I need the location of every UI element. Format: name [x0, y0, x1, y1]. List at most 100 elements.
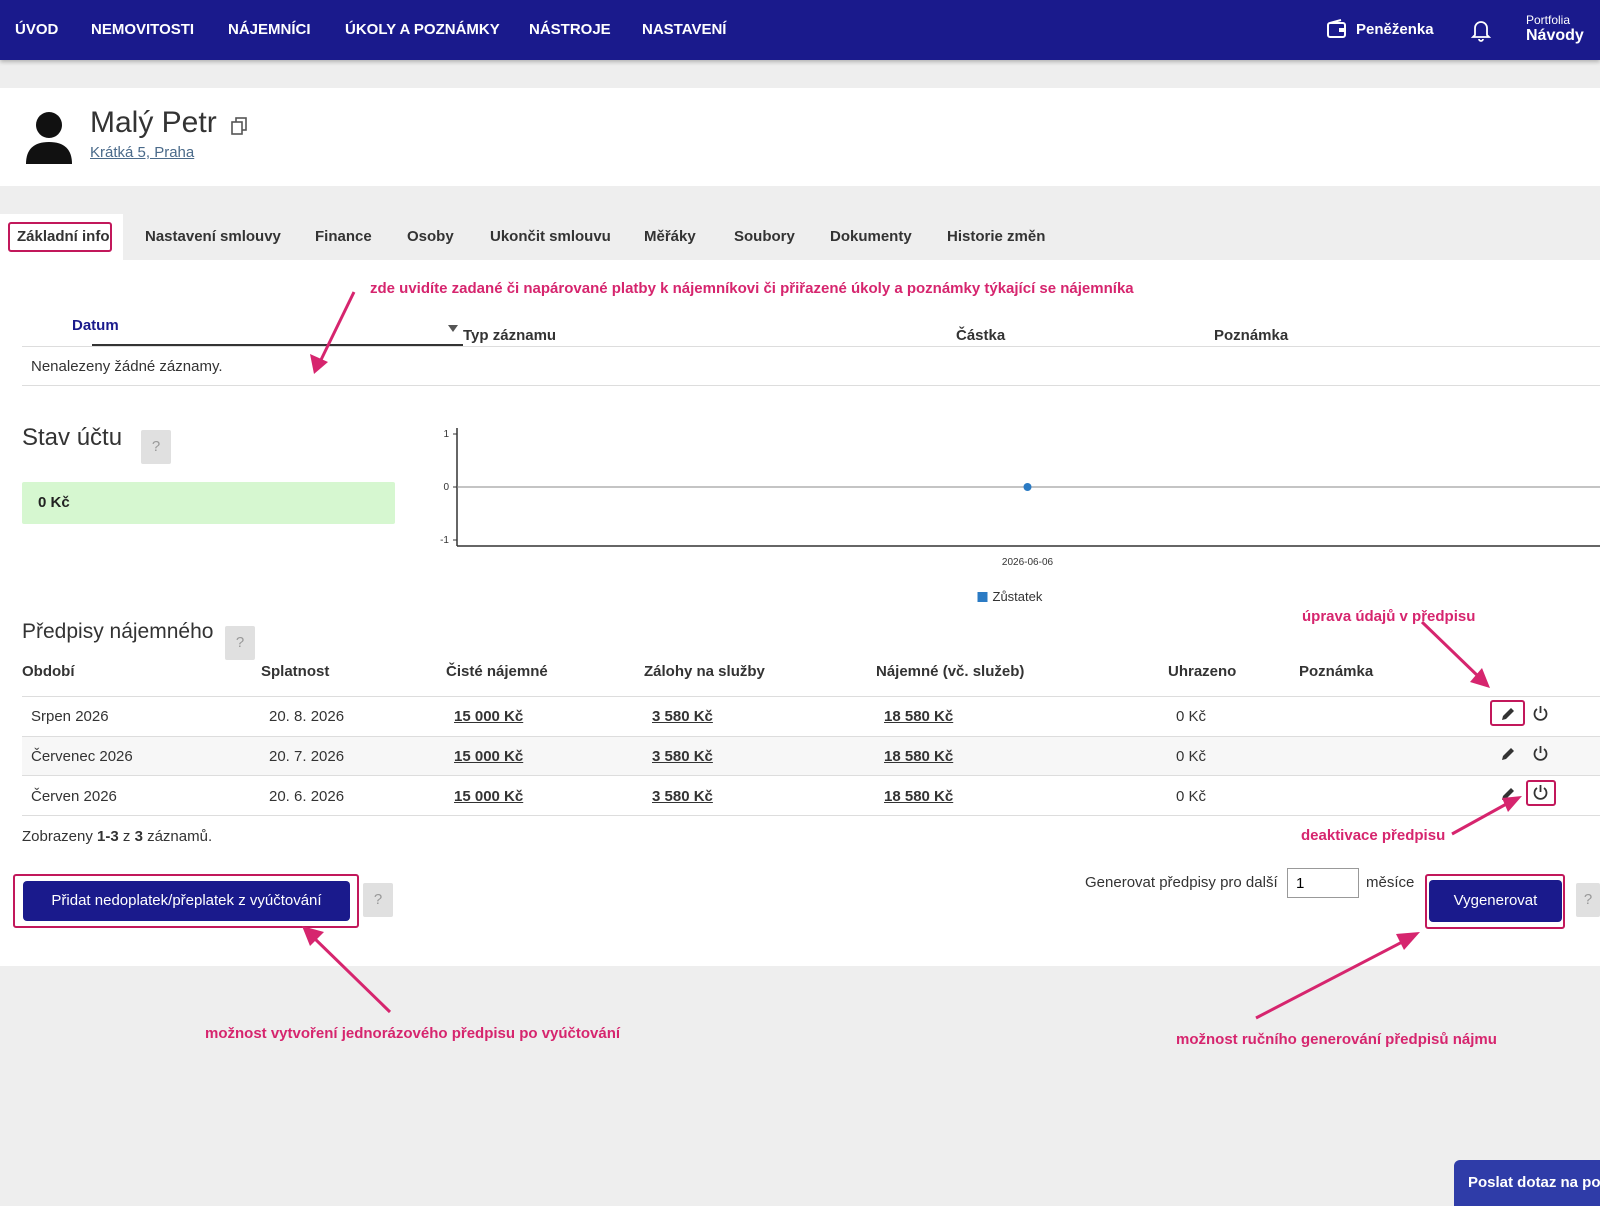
tenant-name: Malý Petr: [90, 106, 217, 139]
nav-nastroje[interactable]: NÁSTROJE: [529, 21, 611, 38]
copy-icon[interactable]: [230, 116, 248, 136]
pagination-summary: Zobrazeny 1-3 z 3 záznamů.: [22, 828, 212, 845]
generate-suffix: měsíce: [1366, 874, 1415, 891]
nav-ukoly[interactable]: ÚKOLY A POZNÁMKY: [345, 21, 500, 38]
annotation-manual: možnost ručního generování předpisů nájm…: [1176, 1031, 1497, 1048]
table-row: [22, 737, 1600, 775]
power-icon[interactable]: [1532, 745, 1549, 762]
tab-dokumenty[interactable]: Dokumenty: [830, 228, 912, 245]
top-navigation: ÚVOD NEMOVITOSTI NÁJEMNÍCI ÚKOLY A POZNÁ…: [0, 0, 1600, 60]
tenant-address-link[interactable]: Krátká 5, Praha: [90, 144, 195, 161]
power-icon[interactable]: [1532, 784, 1549, 801]
records-header-poznamka[interactable]: Poznámka: [1214, 327, 1289, 344]
tab-finance[interactable]: Finance: [315, 228, 372, 245]
y-tick-label: 0: [443, 482, 449, 493]
row-rent-link[interactable]: 15 000 Kč: [454, 788, 524, 805]
records-header-castka[interactable]: Částka: [956, 327, 1006, 344]
pencil-icon[interactable]: [1500, 786, 1516, 802]
summary-count: 3: [134, 828, 143, 845]
wallet-label: Peněženka: [1356, 20, 1434, 38]
legend-label: Zůstatek: [993, 589, 1043, 604]
add-help-button[interactable]: ?: [363, 883, 393, 917]
annotation-arrow: [1255, 932, 1420, 1020]
main-content: zde uvidíte zadané či napárované platby …: [0, 260, 1600, 966]
generate-button[interactable]: Vygenerovat: [1429, 880, 1562, 922]
balance-value: 0 Kč: [38, 494, 70, 511]
tab-zakladni-info[interactable]: Základní info: [17, 228, 110, 245]
notifications-button[interactable]: [1470, 18, 1492, 47]
nav-uvod[interactable]: ÚVOD: [15, 21, 59, 38]
prescriptions-help-button[interactable]: ?: [225, 626, 255, 660]
tenant-header: Malý Petr Krátká 5, Praha: [0, 88, 1600, 186]
tab-ukoncit-smlouvu[interactable]: Ukončit smlouvu: [490, 228, 611, 245]
tab-historie-zmen[interactable]: Historie změn: [947, 228, 1046, 245]
row-total-link[interactable]: 18 580 Kč: [884, 788, 954, 805]
sort-underline: [92, 344, 463, 346]
y-tick-label: 1: [443, 429, 449, 440]
data-point: [1023, 483, 1032, 491]
tab-soubory[interactable]: Soubory: [734, 228, 795, 245]
tab-nastaveni-smlouvy[interactable]: Nastavení smlouvy: [145, 228, 281, 245]
summary-prefix: Zobrazeny: [22, 828, 93, 845]
row-rent-link[interactable]: 15 000 Kč: [454, 708, 524, 725]
tab-osoby[interactable]: Osoby: [407, 228, 454, 245]
balance-box: 0 Kč: [22, 482, 395, 524]
row-period: Červen 2026: [31, 788, 117, 805]
annotation-arrow: [1451, 796, 1522, 836]
active-tab-highlight: [8, 222, 112, 252]
records-empty: Nenalezeny žádné záznamy.: [31, 358, 223, 375]
wallet-button[interactable]: Peněženka: [1326, 18, 1434, 40]
add-settlement-button[interactable]: Přidat nedoplatek/přeplatek z vyúčtování: [23, 881, 350, 921]
row-deposits-link[interactable]: 3 580 Kč: [652, 748, 713, 765]
row-paid: 0 Kč: [1176, 708, 1207, 725]
support-chat-button[interactable]: Poslat dotaz na podporu: [1454, 1160, 1600, 1206]
generate-label: Generovat předpisy pro další: [1085, 874, 1278, 891]
col-ciste-najemne: Čisté nájemné: [446, 663, 548, 680]
row-due: 20. 7. 2026: [269, 748, 345, 765]
row-period: Srpen 2026: [31, 708, 109, 725]
tab-bar: Základní info Nastavení smlouvy Finance …: [0, 214, 1600, 260]
balance-chart: 1 0 -1 2026-06-06 Zůstatek: [440, 428, 1600, 604]
row-total-link[interactable]: 18 580 Kč: [884, 748, 954, 765]
summary-range: 1-3: [97, 828, 119, 845]
annotation-edit: úprava údajů v předpisu: [1302, 608, 1476, 625]
row-due: 20. 8. 2026: [269, 708, 345, 725]
avatar-icon: [26, 112, 72, 164]
row-due: 20. 6. 2026: [269, 788, 345, 805]
pencil-icon[interactable]: [1500, 746, 1516, 762]
records-header-typ[interactable]: Typ záznamu: [463, 327, 557, 344]
col-uhrazeno: Uhrazeno: [1168, 663, 1237, 680]
row-period: Červenec 2026: [31, 748, 133, 765]
row-rent-link[interactable]: 15 000 Kč: [454, 748, 524, 765]
sort-desc-icon: [448, 325, 458, 332]
account-help-button[interactable]: ?: [141, 430, 171, 464]
months-input[interactable]: [1287, 868, 1359, 898]
bell-icon: [1470, 21, 1492, 42]
row-deposits-link[interactable]: 3 580 Kč: [652, 788, 713, 805]
row-total-link[interactable]: 18 580 Kč: [884, 708, 954, 725]
power-icon[interactable]: [1532, 705, 1549, 722]
generate-help-button[interactable]: ?: [1576, 883, 1600, 917]
annotation-arrow: [1420, 620, 1490, 688]
divider: [22, 775, 1600, 776]
divider: [22, 696, 1600, 697]
col-najemne-vc-sluzeb: Nájemné (vč. služeb): [876, 663, 1025, 680]
annotation-arrow: [302, 926, 392, 1014]
summary-suffix: záznamů.: [147, 828, 213, 845]
portfolia-label: Portfolia: [1526, 13, 1571, 27]
wallet-icon: [1327, 19, 1346, 38]
prescriptions-title: Předpisy nájemného: [22, 620, 214, 643]
row-deposits-link[interactable]: 3 580 Kč: [652, 708, 713, 725]
nav-najemnici[interactable]: NÁJEMNÍCI: [228, 21, 311, 38]
nav-nemovitosti[interactable]: NEMOVITOSTI: [91, 21, 195, 38]
tab-meraky[interactable]: Měřáky: [644, 228, 696, 245]
row-paid: 0 Kč: [1176, 788, 1207, 805]
nav-nastaveni[interactable]: NASTAVENÍ: [642, 21, 727, 38]
records-header-datum[interactable]: Datum: [72, 317, 119, 334]
y-tick-label: -1: [440, 535, 449, 546]
account-title: Stav účtu: [22, 424, 123, 451]
divider: [22, 736, 1600, 737]
portfolio-menu[interactable]: Portfolia Návody: [1526, 13, 1584, 45]
pencil-icon[interactable]: [1500, 706, 1516, 722]
add-button-highlight: [13, 874, 359, 928]
